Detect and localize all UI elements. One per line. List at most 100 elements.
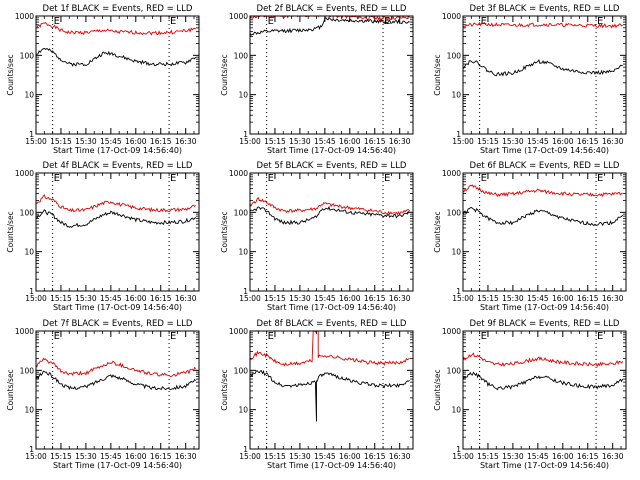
x-tick-label: 15:00 [25, 294, 47, 303]
y-tick-label: 100 [234, 366, 249, 375]
x-axis-label: Start Time (17-Oct-09 14:56:40) [480, 146, 609, 155]
x-tick-label: 16:30 [602, 452, 624, 461]
y-tick-label: 1 [243, 445, 248, 454]
x-tick-label: 15:45 [100, 294, 122, 303]
plot-frame [249, 15, 414, 135]
y-axis-label: Counts/sec [220, 54, 229, 95]
series-line-lld-red [463, 352, 624, 368]
y-tick-label: 1 [29, 445, 34, 454]
series-line-events-black [463, 59, 623, 77]
x-tick-label: 15:45 [527, 294, 549, 303]
chart-panel-1: Det 1f BLACK = Events, RED = LLD 1 10 100 10… [6, 4, 200, 155]
chart-title: Det 8f BLACK = Events, RED = LLD [257, 319, 407, 329]
x-tick-label: 16:30 [602, 294, 624, 303]
y-tick-label: 1000 [15, 327, 34, 336]
x-tick-label: 16:30 [175, 137, 197, 146]
y-tick-label: 100 [447, 366, 462, 375]
x-tick-label: 15:00 [239, 294, 261, 303]
x-tick-label: 15:15 [50, 452, 72, 461]
x-tick-label: 15:00 [239, 452, 261, 461]
y-tick-label: 100 [234, 51, 249, 60]
y-tick-label: 10 [238, 91, 248, 100]
event-marker-label: E [481, 16, 487, 27]
x-tick-label: 16:00 [125, 452, 147, 461]
y-tick-label: 10 [451, 406, 461, 415]
x-tick-label: 15:00 [452, 137, 474, 146]
series-group [36, 357, 197, 391]
event-marker-label: E [384, 16, 390, 27]
x-tick-label: 16:15 [150, 452, 172, 461]
x-tick-label: 16:15 [364, 137, 386, 146]
series-line-events-black [250, 16, 410, 36]
y-tick-label: 1000 [15, 12, 34, 21]
x-axis-label: Start Time (17-Oct-09 14:56:40) [53, 303, 182, 312]
x-tick-label: 16:15 [364, 452, 386, 461]
plot-frame [249, 172, 414, 292]
event-marker-label: E [268, 16, 274, 27]
y-tick-label: 10 [24, 248, 34, 257]
y-axis-label: Counts/sec [6, 369, 15, 410]
x-tick-label: 15:30 [502, 452, 524, 461]
y-tick-label: 10 [24, 91, 34, 100]
x-tick-label: 15:15 [264, 294, 286, 303]
y-tick-label: 100 [20, 51, 35, 60]
x-tick-label: 15:30 [75, 294, 97, 303]
series-group [463, 21, 623, 77]
y-axis-label: Counts/sec [433, 54, 442, 95]
x-tick-label: 15:45 [527, 452, 549, 461]
x-tick-label: 16:00 [339, 137, 361, 146]
x-tick-label: 15:15 [477, 452, 499, 461]
series-group [250, 197, 411, 225]
series-line-events-black [463, 371, 624, 391]
x-tick-label: 15:30 [75, 452, 97, 461]
event-marker-label: E [268, 331, 274, 342]
series-line-events-black [250, 370, 410, 422]
series-group [250, 331, 410, 422]
series-line-events-black [36, 370, 196, 391]
plot-frame [35, 330, 200, 450]
event-marker-label: E [384, 331, 390, 342]
y-tick-label: 100 [20, 366, 35, 375]
x-tick-label: 15:15 [264, 452, 286, 461]
chart-panel-2: Det 2f BLACK = Events, RED = LLD 1 10 100 10… [220, 4, 414, 155]
x-tick-label: 15:30 [289, 294, 311, 303]
y-axis-label: Counts/sec [220, 369, 229, 410]
event-marker-label: E [54, 16, 60, 27]
chart-title: Det 7f BLACK = Events, RED = LLD [43, 319, 193, 329]
chart-title: Det 6f BLACK = Events, RED = LLD [470, 161, 620, 171]
y-tick-label: 1 [29, 130, 34, 139]
x-tick-label: 16:30 [389, 452, 411, 461]
series-line-events-black [36, 209, 197, 228]
x-tick-label: 15:30 [502, 294, 524, 303]
x-tick-label: 15:30 [289, 452, 311, 461]
plot-frame [462, 172, 627, 292]
y-tick-label: 1 [243, 130, 248, 139]
event-marker-label: E [597, 331, 603, 342]
x-tick-label: 15:45 [100, 452, 122, 461]
x-tick-label: 15:15 [477, 294, 499, 303]
x-tick-label: 15:00 [239, 137, 261, 146]
event-marker-label: E [481, 173, 487, 184]
y-tick-label: 1000 [229, 12, 248, 21]
chart-title: Det 4f BLACK = Events, RED = LLD [43, 161, 193, 171]
y-tick-label: 1000 [442, 327, 461, 336]
plot-frame [462, 15, 627, 135]
y-axis-label: Counts/sec [433, 211, 442, 252]
x-tick-label: 16:00 [125, 294, 147, 303]
event-marker-label: E [54, 331, 60, 342]
event-marker-label: E [597, 173, 603, 184]
plot-frame [35, 172, 200, 292]
chart-title: Det 9f BLACK = Events, RED = LLD [470, 319, 620, 329]
series-line-lld-red [463, 184, 623, 198]
x-tick-label: 15:30 [75, 137, 97, 146]
x-tick-label: 15:45 [314, 137, 336, 146]
y-tick-label: 1000 [229, 327, 248, 336]
y-tick-label: 1000 [15, 169, 34, 178]
x-tick-label: 16:00 [339, 452, 361, 461]
chart-title: Det 1f BLACK = Events, RED = LLD [43, 4, 193, 14]
x-tick-label: 16:00 [552, 137, 574, 146]
x-axis-label: Start Time (17-Oct-09 14:56:40) [267, 146, 396, 155]
x-tick-label: 16:15 [577, 452, 599, 461]
series-group [463, 184, 624, 227]
y-tick-label: 10 [238, 406, 248, 415]
